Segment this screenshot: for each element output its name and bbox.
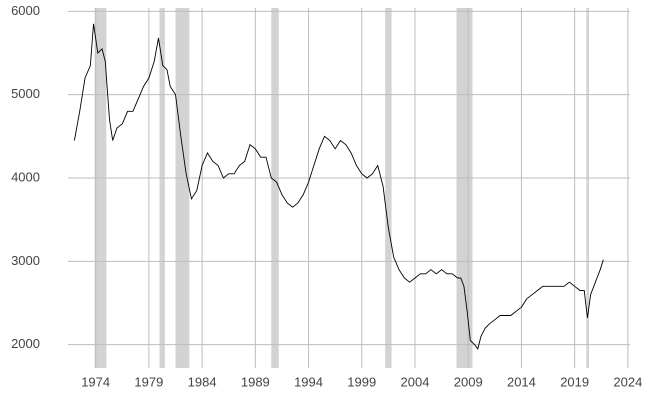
recession-band bbox=[271, 8, 279, 368]
recession-band bbox=[586, 8, 590, 368]
x-tick-label: 1999 bbox=[347, 374, 376, 389]
x-tick-label: 2004 bbox=[401, 374, 430, 389]
x-tick-label: 1989 bbox=[241, 374, 270, 389]
recession-band bbox=[159, 8, 165, 368]
series-line bbox=[73, 23, 604, 350]
y-tick-label: 2000 bbox=[11, 336, 40, 351]
x-tick-label: 1984 bbox=[188, 374, 217, 389]
recession-band bbox=[175, 8, 190, 368]
x-tick-label: 2024 bbox=[613, 374, 642, 389]
x-tick-label: 2009 bbox=[454, 374, 483, 389]
recession-band bbox=[385, 8, 392, 368]
x-tick-label: 1974 bbox=[81, 374, 110, 389]
x-tick-label: 1994 bbox=[294, 374, 323, 389]
recession-band bbox=[94, 8, 107, 368]
y-tick-label: 3000 bbox=[11, 253, 40, 268]
x-tick-label: 1979 bbox=[134, 374, 163, 389]
recession-band bbox=[456, 8, 473, 368]
x-tick-label: 2014 bbox=[507, 374, 536, 389]
y-tick-label: 6000 bbox=[11, 3, 40, 18]
y-tick-label: 4000 bbox=[11, 169, 40, 184]
y-tick-label: 5000 bbox=[11, 86, 40, 101]
x-tick-label: 2019 bbox=[560, 374, 589, 389]
